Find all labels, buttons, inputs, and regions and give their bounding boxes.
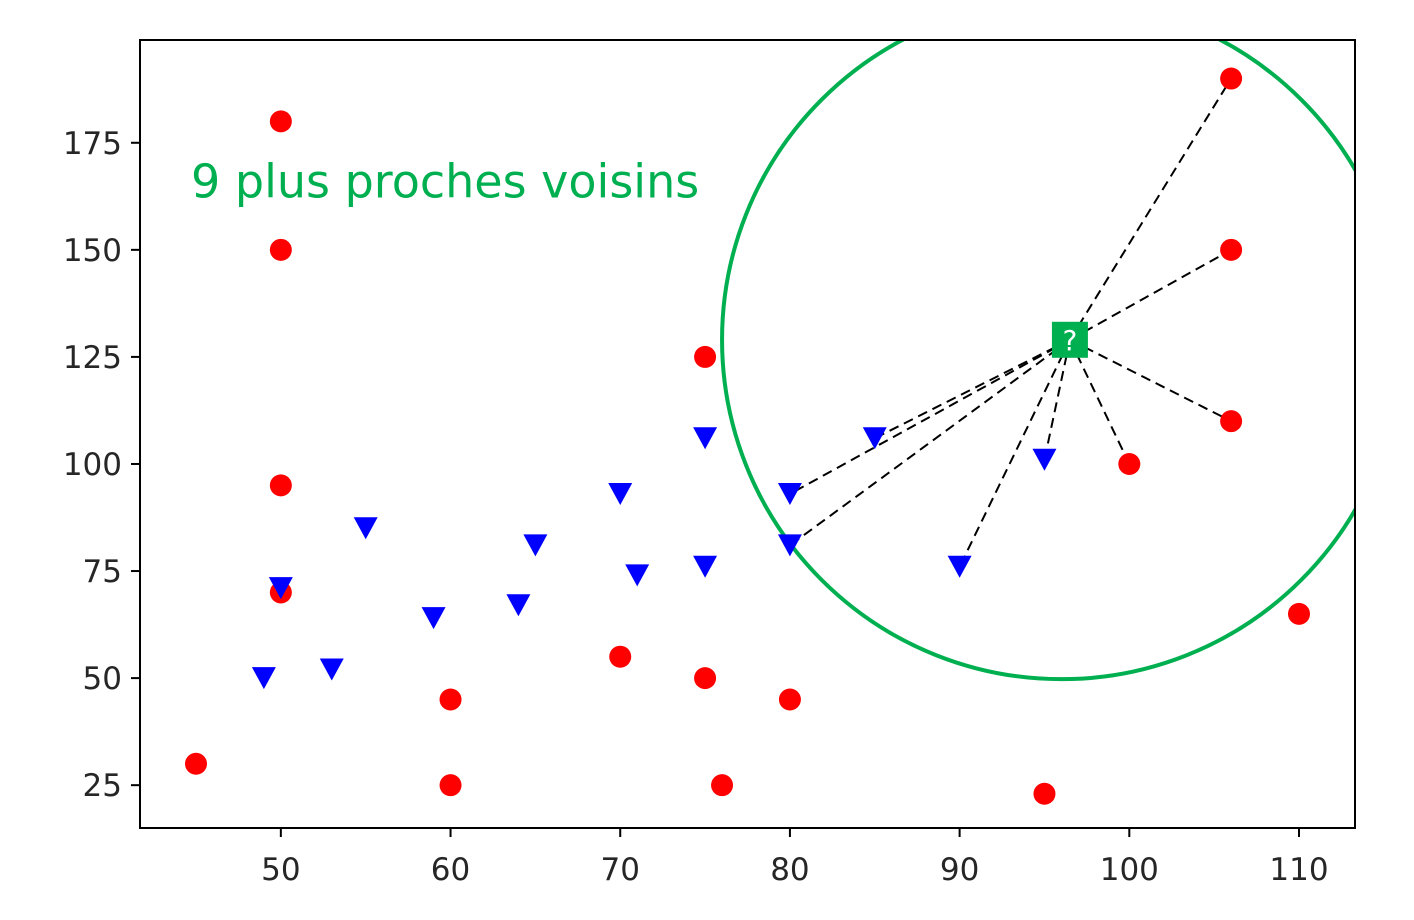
annotation-text: 9 plus proches voisins bbox=[191, 154, 699, 208]
neighbor-line bbox=[1069, 248, 1232, 341]
blue-triangle-point bbox=[862, 427, 887, 450]
blue-triangle-point bbox=[268, 577, 293, 600]
blue-triangle-point bbox=[947, 555, 972, 578]
blue-triangle-point bbox=[506, 594, 531, 617]
y-tick-label: 175 bbox=[63, 126, 122, 162]
neighbor-line bbox=[789, 338, 1071, 547]
red-circle-point bbox=[269, 474, 292, 497]
red-circle-point bbox=[694, 667, 717, 690]
neighborhood-circle-layer bbox=[720, 40, 1355, 682]
blue-triangle-point bbox=[319, 658, 344, 681]
red-circle-point bbox=[1220, 410, 1243, 433]
red-circle-point bbox=[711, 774, 734, 797]
query-point-layer: ? bbox=[1051, 321, 1088, 358]
neighbor-line bbox=[1043, 339, 1071, 460]
query-point-marker bbox=[1051, 321, 1088, 358]
red-circle-point bbox=[439, 688, 462, 711]
blue-triangle-point bbox=[625, 564, 650, 587]
neighbor-line bbox=[1069, 338, 1232, 423]
x-tick-label: 50 bbox=[261, 852, 300, 888]
neighbor-line bbox=[1069, 78, 1232, 341]
blue-triangle-point bbox=[353, 517, 378, 540]
red-circle-point bbox=[1288, 602, 1311, 625]
x-tick-label: 110 bbox=[1269, 852, 1328, 888]
plot-frame bbox=[139, 39, 1356, 829]
x-tick-label: 100 bbox=[1100, 852, 1159, 888]
red-circle-point bbox=[609, 645, 632, 668]
red-circle-point bbox=[694, 345, 717, 368]
blue-triangle-point bbox=[693, 427, 718, 450]
red-circle-point bbox=[439, 774, 462, 797]
red-circle-point bbox=[269, 238, 292, 261]
red-circle-point bbox=[1033, 782, 1056, 805]
y-tick-label: 25 bbox=[83, 768, 122, 804]
neighbor-line bbox=[789, 338, 1071, 495]
y-tick-label: 100 bbox=[63, 447, 122, 483]
neighborhood-circle bbox=[720, 40, 1355, 682]
blue-triangle-point bbox=[251, 667, 276, 690]
neighbor-line bbox=[874, 338, 1071, 440]
red-circle-point bbox=[1220, 67, 1243, 90]
blue-triangle-point bbox=[1032, 448, 1057, 471]
x-tick-label: 70 bbox=[601, 852, 640, 888]
neighbor-line bbox=[958, 339, 1071, 568]
neighbor-lines bbox=[789, 78, 1232, 568]
blue-triangle-point bbox=[777, 482, 802, 505]
blue-triangle-point bbox=[693, 555, 718, 578]
y-axis: 25 50 75 100 125 150 175 bbox=[63, 126, 140, 804]
blue-triangle-point bbox=[608, 482, 633, 505]
red-circle-point bbox=[184, 752, 207, 775]
x-axis: 50 60 70 80 90 100 110 bbox=[261, 828, 1329, 888]
plot-background bbox=[140, 40, 1355, 828]
red-circle-point bbox=[778, 688, 801, 711]
blue-triangle-point bbox=[777, 534, 802, 557]
y-tick-label: 150 bbox=[63, 233, 122, 269]
blue-triangle-point bbox=[523, 534, 548, 557]
red-circle-point bbox=[1220, 238, 1243, 261]
y-tick-label: 50 bbox=[83, 661, 122, 697]
data-markers bbox=[184, 67, 1311, 805]
x-tick-label: 80 bbox=[770, 852, 809, 888]
x-tick-label: 90 bbox=[940, 852, 979, 888]
red-circle-point bbox=[1118, 452, 1141, 475]
red-circle-point bbox=[269, 110, 292, 133]
query-point-label: ? bbox=[1062, 324, 1077, 357]
y-tick-label: 75 bbox=[83, 554, 122, 590]
x-tick-label: 60 bbox=[431, 852, 470, 888]
blue-triangle-point bbox=[421, 607, 446, 630]
neighbor-line bbox=[1069, 339, 1131, 465]
y-tick-label: 125 bbox=[63, 340, 122, 376]
